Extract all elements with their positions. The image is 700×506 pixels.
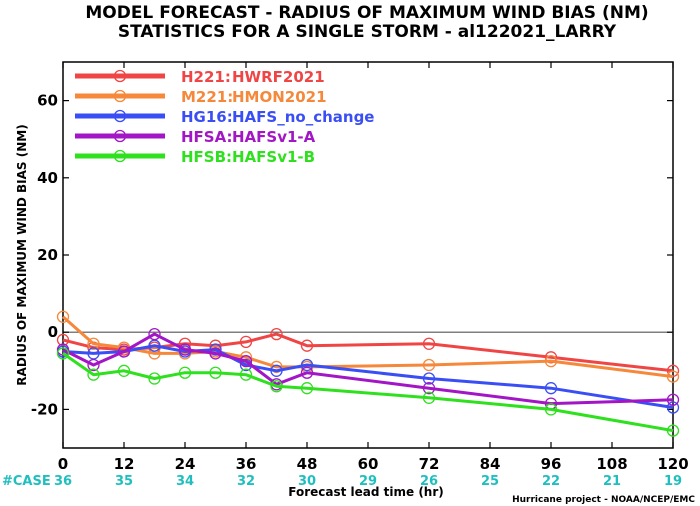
legend-entry: M221:HMON2021 (75, 88, 327, 106)
data-point (209, 366, 222, 379)
case-label: #CASE (2, 474, 51, 489)
data-point (422, 391, 436, 404)
case-count: 35 (115, 474, 133, 489)
data-point (422, 358, 436, 372)
legend-marker (113, 89, 127, 103)
data-point (666, 393, 680, 406)
legend-marker (113, 69, 127, 83)
data-point (666, 424, 680, 437)
case-count: 34 (176, 474, 194, 489)
case-count: 21 (603, 474, 621, 489)
data-point (544, 351, 558, 364)
data-point (544, 382, 558, 395)
case-count: 36 (54, 474, 72, 489)
x-axis-label: Forecast lead time (hr) (288, 485, 444, 499)
data-point (300, 339, 314, 352)
data-point (148, 347, 161, 360)
legend-name: HAFSv1-B (232, 148, 315, 166)
data-point (666, 401, 680, 414)
data-point (239, 368, 253, 381)
series-3 (56, 327, 680, 410)
legend-marker (113, 109, 127, 123)
case-count: 19 (664, 474, 682, 489)
data-point (87, 358, 100, 372)
y-axis-label: RADIUS OF MAXIMUM WIND BIAS (NM) (15, 124, 29, 385)
x-tick-label: 84 (480, 455, 501, 473)
x-tick-label: 24 (175, 455, 196, 473)
credit-text: Hurricane project - NOAA/NCEP/EMC (512, 495, 695, 505)
chart-title-line2: STATISTICS FOR A SINGLE STORM - al122021… (118, 22, 617, 42)
data-point (178, 343, 192, 356)
chart-title-line1: MODEL FORECAST - RADIUS OF MAXIMUM WIND … (85, 3, 648, 23)
data-point (270, 327, 283, 341)
data-point (148, 327, 161, 341)
data-point (56, 347, 70, 360)
y-tick-label: 40 (37, 169, 58, 187)
legend-name: HAFS_no_change (232, 108, 374, 126)
case-count: 30 (298, 474, 316, 489)
x-tick-label: 0 (58, 455, 68, 473)
series-4 (56, 347, 680, 437)
case-count: 32 (237, 474, 255, 489)
data-point (87, 337, 100, 350)
x-tick-label: 96 (541, 455, 562, 473)
data-point (300, 382, 314, 395)
legend-code: HFSB: (181, 148, 232, 166)
legend-name: HWRF2021 (232, 68, 325, 86)
data-point (239, 335, 253, 349)
x-tick-label: 48 (297, 455, 318, 473)
plot-frame (62, 61, 674, 449)
x-tick-label: 12 (114, 455, 135, 473)
data-point (544, 403, 558, 416)
legend-marker (113, 129, 127, 143)
axes-layer: -200204060036123524343632483060297226842… (2, 62, 689, 489)
data-point (422, 382, 436, 395)
x-tick-label: 108 (596, 455, 627, 473)
x-tick-label: 36 (236, 455, 257, 473)
case-count: 22 (542, 474, 560, 489)
data-point (270, 360, 283, 374)
data-point (300, 366, 314, 379)
data-point (56, 310, 70, 323)
data-point (209, 343, 222, 356)
legend-entry: HFSA: HAFSv1-A (75, 128, 316, 146)
case-count: 26 (420, 474, 438, 489)
data-point (178, 366, 192, 379)
legend-entry: HG16: HAFS_no_change (75, 108, 374, 126)
data-point (239, 354, 253, 368)
legend-code: HFSA: (181, 128, 233, 146)
legend-code: H221: (181, 68, 231, 86)
x-tick-label: 72 (419, 455, 440, 473)
case-count: 29 (359, 474, 377, 489)
data-point (117, 345, 131, 358)
legend-entry: HFSB: HAFSv1-B (75, 148, 315, 166)
data-point (209, 347, 222, 360)
data-point (117, 364, 131, 377)
legend-entry: H221: HWRF2021 (75, 68, 325, 86)
x-tick-label: 60 (358, 455, 379, 473)
legend-marker (113, 149, 127, 163)
case-count: 25 (481, 474, 499, 489)
legend-name: HAFSv1-A (232, 128, 316, 146)
legend-name: HMON2021 (232, 88, 327, 106)
legend-code: M221: (181, 88, 233, 106)
legend: H221: HWRF2021 M221:HMON2021 HG16: HAFS_no_c… (75, 68, 374, 166)
series-layer (56, 310, 680, 437)
x-tick-label: 120 (657, 455, 688, 473)
y-tick-label: 20 (37, 246, 58, 264)
legend-code: HG16: (181, 108, 233, 126)
data-point (87, 368, 100, 381)
data-point (300, 358, 314, 372)
data-point (422, 372, 436, 385)
data-point (270, 380, 283, 393)
data-point (666, 370, 680, 383)
y-tick-label: -20 (31, 400, 58, 418)
y-tick-label: 0 (48, 323, 58, 341)
data-point (544, 354, 558, 368)
data-point (148, 372, 161, 385)
y-tick-label: 60 (37, 92, 58, 110)
data-point (270, 364, 283, 377)
data-point (422, 337, 436, 350)
